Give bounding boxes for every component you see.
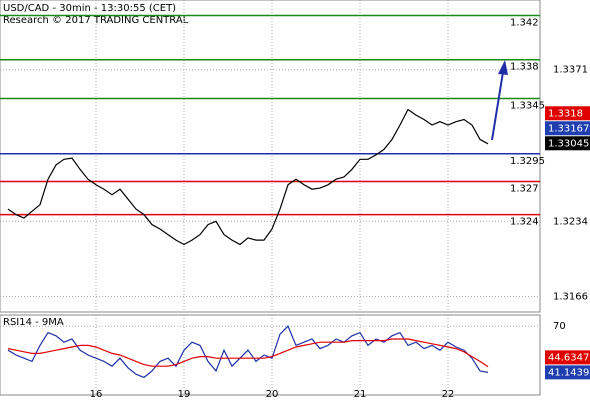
chart-subtitle: Research © 2017 TRADING CENTRAL [3,15,189,26]
level-label: 1.324 [510,217,539,228]
forecast-arrow [491,71,504,141]
level-label: 1.342 [510,17,539,28]
x-tick-label: 16 [90,389,103,400]
y-tick-label: 1.3371 [553,65,588,76]
value-box-label: 1.3318 [548,108,583,119]
price-panel [0,0,541,313]
level-label: 1.3345 [510,100,545,111]
arrow-head [498,60,508,75]
value-box [545,136,590,151]
value-box [545,106,590,121]
level-label: 1.3295 [510,156,545,167]
level-label: 1.338 [510,62,539,73]
value-box [545,365,590,380]
y-tick-label: 1.3234 [553,216,588,227]
series-line [7,325,489,379]
x-tick-label: 19 [178,389,191,400]
x-tick-label: 22 [442,389,455,400]
rsi-panel [0,314,541,396]
level-label: 1.327 [510,183,539,194]
chart-title: USD/CAD - 30min - 13:30:55 (CET) [3,3,176,14]
rsi-title: RSI14 - 9MA [3,317,64,328]
value-box-label: 41.1439 [548,367,589,378]
value-box [545,350,590,365]
y-tick-label: 1.3166 [553,292,588,303]
value-box-label: 1.33167 [548,123,589,134]
y-tick-label: 70 [553,321,566,332]
value-box-label: 1.33045 [548,138,589,149]
x-tick-label: 21 [354,389,367,400]
series-line [7,108,489,246]
x-tick-label: 20 [266,389,279,400]
value-box-label: 44.6347 [548,352,589,363]
series-line [7,338,489,368]
value-box [545,121,590,136]
